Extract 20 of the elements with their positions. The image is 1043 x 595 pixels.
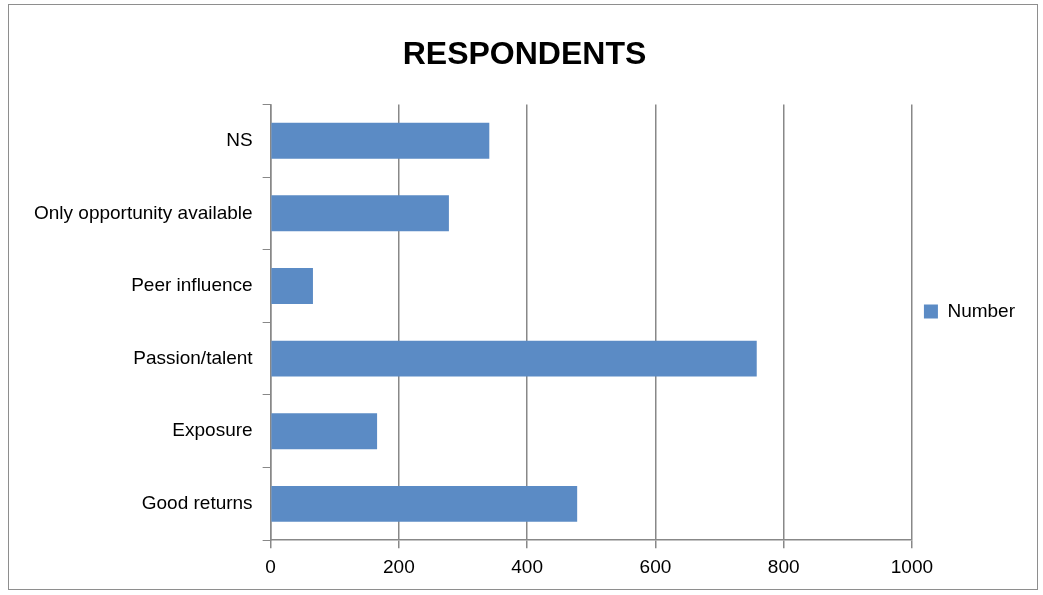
y-tick-label: Passion/talent bbox=[133, 346, 254, 368]
y-tick-label: NS bbox=[226, 128, 253, 150]
x-tick-label: 600 bbox=[639, 555, 672, 577]
bar bbox=[271, 340, 757, 377]
x-tick-label: 0 bbox=[265, 555, 276, 577]
bar bbox=[271, 122, 490, 159]
bar bbox=[271, 268, 313, 304]
y-tick-label: Exposure bbox=[172, 419, 253, 441]
bar bbox=[271, 413, 378, 450]
x-tick-label: 800 bbox=[767, 555, 800, 577]
x-tick-label: 400 bbox=[511, 555, 543, 577]
x-tick-label: 200 bbox=[383, 555, 415, 577]
y-tick-label: Only opportunity available bbox=[33, 201, 253, 223]
x-tick-label: 1000 bbox=[890, 555, 934, 577]
bar bbox=[271, 485, 578, 522]
bar bbox=[271, 195, 449, 232]
y-tick-label: Good returns bbox=[141, 492, 253, 514]
y-tick-label: Peer influence bbox=[131, 274, 253, 296]
chart-title: RESPONDENTS bbox=[402, 35, 647, 72]
legend-label: Number bbox=[947, 299, 1016, 321]
